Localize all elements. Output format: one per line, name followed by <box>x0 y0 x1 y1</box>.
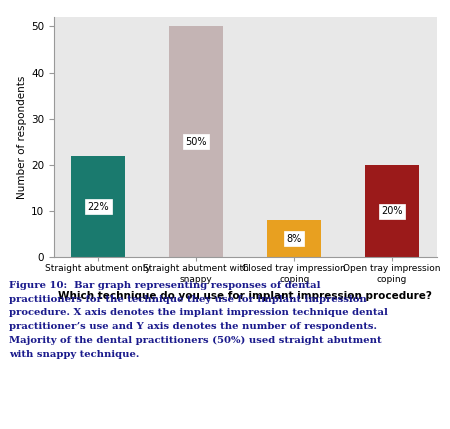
Bar <box>72 156 125 257</box>
Text: procedure. X axis denotes the implant impression technique dental: procedure. X axis denotes the implant im… <box>9 308 388 317</box>
Text: 50%: 50% <box>185 137 207 147</box>
Text: Figure 10:  Bar graph representing responses of dental: Figure 10: Bar graph representing respon… <box>9 281 320 290</box>
Bar <box>169 27 223 257</box>
Text: 8%: 8% <box>287 234 302 244</box>
Bar <box>267 221 321 257</box>
Text: with snappy technique.: with snappy technique. <box>9 350 140 359</box>
Text: 22%: 22% <box>87 202 109 211</box>
Y-axis label: Number of respondents: Number of respondents <box>17 76 27 199</box>
Text: practitioner’s use and Y axis denotes the number of respondents.: practitioner’s use and Y axis denotes th… <box>9 322 377 331</box>
Text: 20%: 20% <box>382 206 403 216</box>
X-axis label: Which technique do you use for implant impression procedure?: Which technique do you use for implant i… <box>58 291 432 301</box>
Text: practitioners for the technique they use for implant impression: practitioners for the technique they use… <box>9 295 367 304</box>
Bar <box>365 165 419 257</box>
Text: Majority of the dental practitioners (50%) used straight abutment: Majority of the dental practitioners (50… <box>9 336 382 345</box>
